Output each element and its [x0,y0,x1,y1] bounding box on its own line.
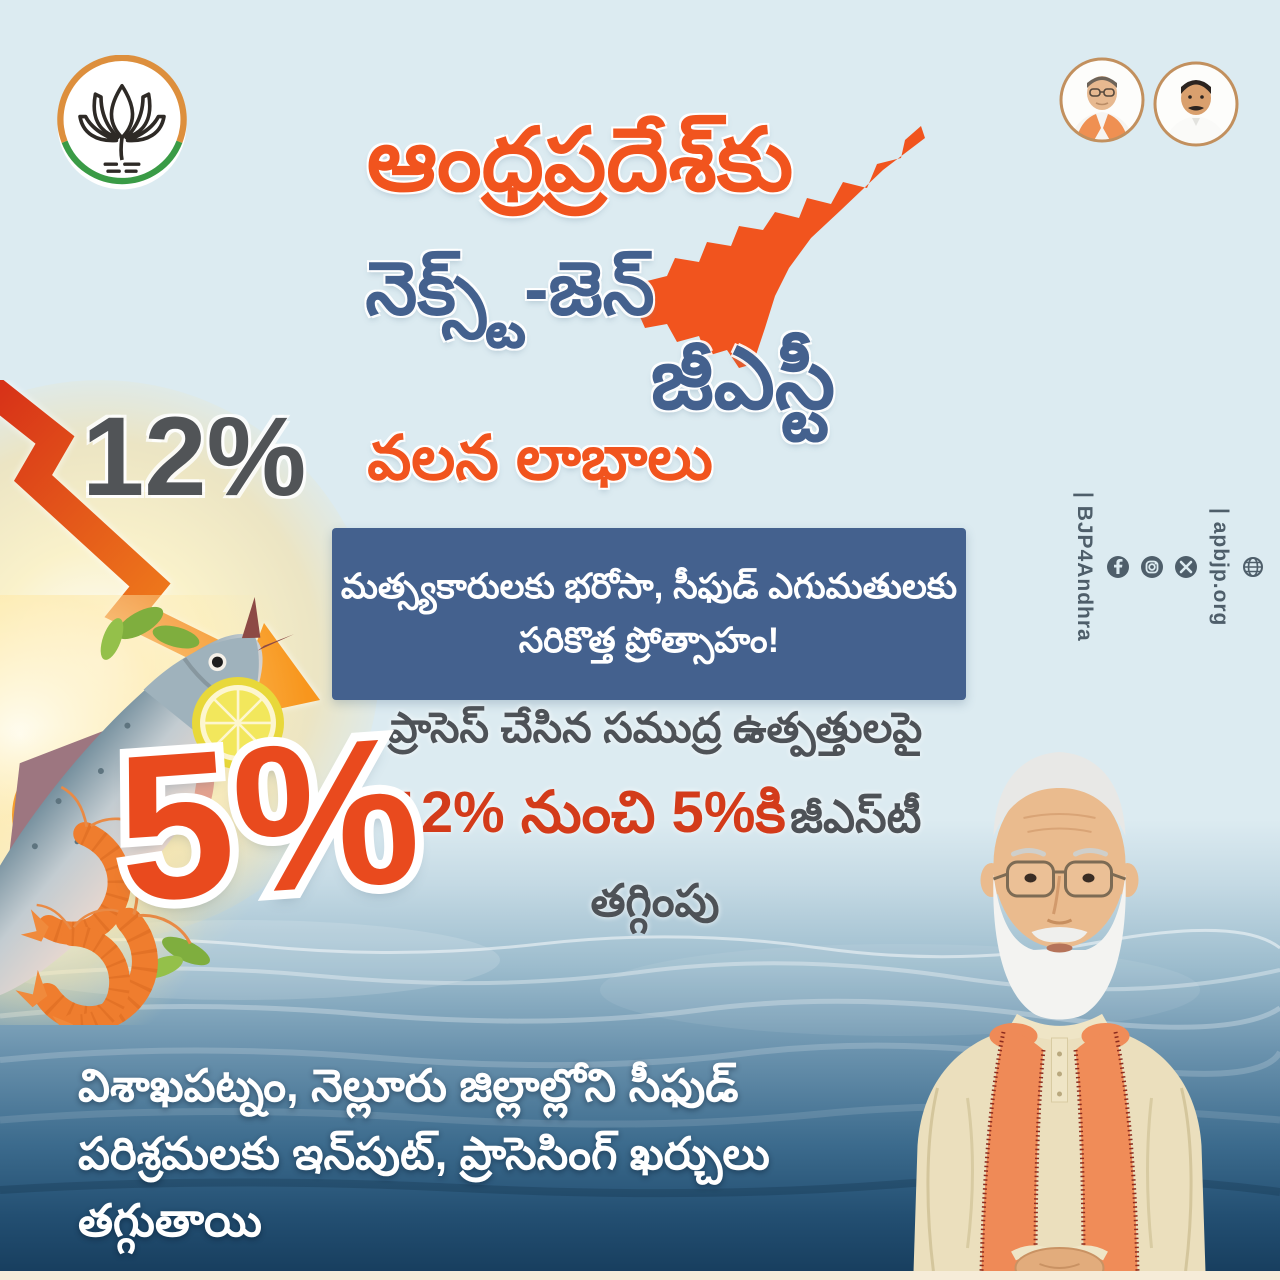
title-line-4: వలన లాభాలు [367,424,713,493]
new-gst-rate-value: 5% [110,693,427,947]
lemon-slice-icon [192,677,284,769]
title-line-1: ఆంధ్రప్రదేశ్‌కు [366,110,794,209]
body-line-2: 12% నుంచి 5%కి జీఎస్‌టీ [320,779,990,861]
banner-line-1: మత్స్యకారులకు భరోసా, సీఫుడ్ ఎగుమతులకు [340,566,958,606]
social-handle: | BJP4Andhra [1073,492,1096,642]
instagram-icon [1141,555,1163,578]
globe-icon [1243,556,1263,577]
seafood-fish-shrimp-lemon-illustration [0,595,310,1025]
andhra-pradesh-map-icon [637,126,925,368]
footer-line-2: పరిశ్రమలకు ఇన్‌పుట్, ప్రాసెసింగ్ ఖర్చులు [78,1127,770,1179]
x-icon [1175,555,1197,578]
body-text: ప్రాసెస్ చేసిన సముద్ర ఉత్పత్తులపై 12% ను… [320,704,990,938]
lotus-icon [78,83,166,161]
footer-line-3: తగ్గుతాయి [78,1195,262,1246]
highlight-banner: మత్స్యకారులకు భరోసా, సీఫుడ్ ఎగుమతులకు సర… [332,528,966,700]
bottom-strip [0,1271,1280,1280]
pm-modi-portrait [913,752,1206,1272]
state-leader-portrait [1153,61,1239,147]
party-president-portrait [1059,57,1145,143]
footer-line-1: విశాఖపట్నం, నెల్లూరు జిల్లాల్లోని సీఫుడ్ [78,1060,739,1111]
facebook-icon [1107,555,1129,578]
rate-change-highlight: 12% నుంచి 5%కి [388,780,786,845]
body-line-3: తగ్గింపు [590,875,720,926]
website-handle: | apbjp.org [1209,507,1232,627]
body-line-1: ప్రాసెస్ చేసిన సముద్ర ఉత్పత్తులపై [387,704,923,751]
title-line-2: నెక్స్ట్-జెన్ [365,247,655,330]
saffron-shawl [979,1023,1140,1272]
footer-text: విశాఖపట్నం, నెల్లూరు జిల్లాల్లోని సీఫుడ్… [78,1052,818,1255]
social-strip: | apbjp.org | BJP4Andhra [1072,492,1264,642]
body-gst-label: జీఎస్‌టీ [790,791,922,842]
new-gst-rate: 5% 5% [101,685,435,955]
old-gst-rate: 12% [82,394,307,519]
title-line-3: జీఎస్టీ [650,331,836,427]
bjp-lotus-logo [57,55,187,190]
banner-line-2: సరికొత్త ప్రోత్సాహం! [518,621,780,660]
